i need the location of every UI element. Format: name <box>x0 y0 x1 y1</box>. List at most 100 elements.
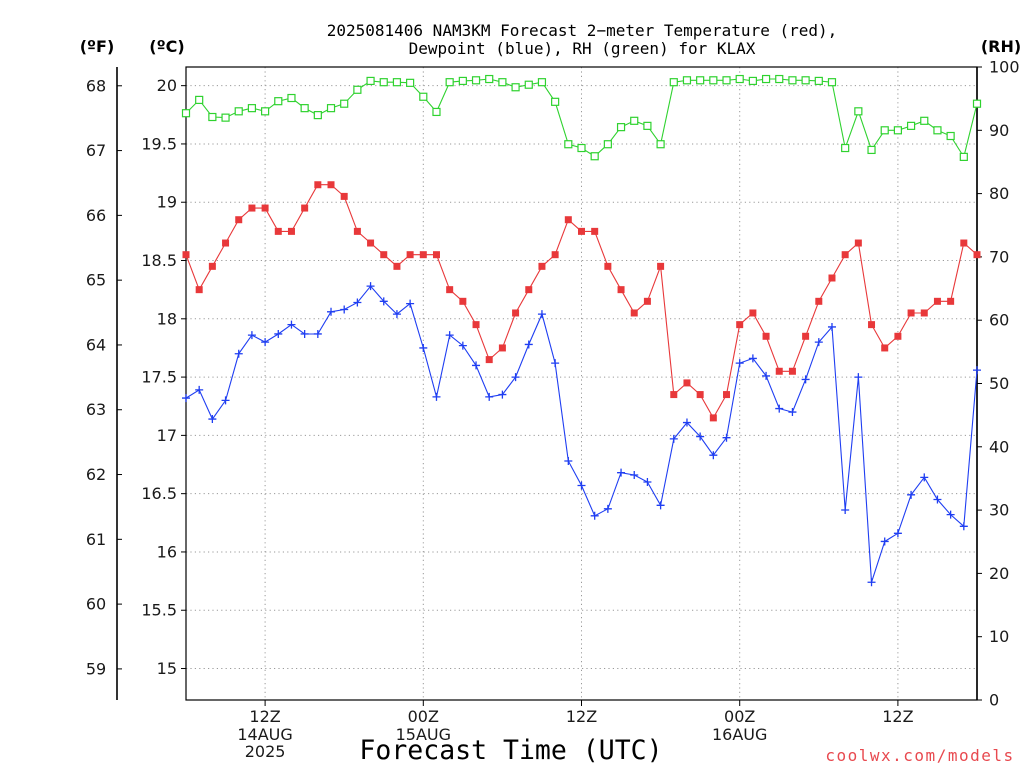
temperature-point <box>274 227 282 235</box>
rh-point <box>788 76 797 85</box>
temperature-point <box>670 391 678 399</box>
dewpoint-point <box>261 338 270 347</box>
plot-series <box>181 74 982 587</box>
dewpoint-point <box>788 408 797 417</box>
rh-point <box>340 99 349 108</box>
rh-point <box>274 97 283 106</box>
rh-point <box>511 83 520 92</box>
rh-axis-tick-label: 70 <box>989 247 1009 266</box>
fahrenheit-axis-tick-label: 66 <box>86 206 106 225</box>
rh-point <box>920 116 929 125</box>
temperature-point <box>894 332 902 340</box>
rh-point <box>471 76 481 85</box>
dewpoint-point <box>392 310 401 319</box>
dewpoint-point <box>630 471 639 480</box>
dewpoint-point <box>234 349 243 358</box>
temperature-point <box>353 227 361 235</box>
rh-point <box>603 140 612 149</box>
temperature-point <box>525 286 533 294</box>
rh-point <box>485 74 494 84</box>
rh-axis-tick-label: 100 <box>989 58 1020 77</box>
dewpoint-point <box>551 359 560 368</box>
temperature-point <box>472 321 480 329</box>
rh-point <box>946 131 955 141</box>
fahrenheit-axis-tick-label: 59 <box>86 659 106 678</box>
fahrenheit-axis-label: (ºF) <box>80 37 115 56</box>
dewpoint-point <box>748 354 757 363</box>
fahrenheit-axis-tick-label: 62 <box>86 465 106 484</box>
rh-point <box>524 80 533 89</box>
dewpoint-point <box>735 359 744 368</box>
temperature-point <box>301 204 309 212</box>
rh-point <box>709 76 718 85</box>
temperature-point <box>828 274 836 282</box>
fahrenheit-axis-tick-label: 64 <box>86 335 106 354</box>
celsius-axis-tick-label: 15.5 <box>141 601 177 620</box>
rh-axis-tick-label: 20 <box>989 564 1009 583</box>
rh-point <box>933 126 942 135</box>
rh-axis-tick-label: 60 <box>989 311 1009 330</box>
dewpoint-point <box>709 451 718 460</box>
temperature-point <box>604 262 612 270</box>
rh-point <box>630 116 639 125</box>
rh-point <box>748 76 757 86</box>
temperature-point <box>841 251 849 259</box>
dewpoint-point <box>208 415 217 424</box>
time-axis-tick-label: 12Z <box>882 707 913 726</box>
dewpoint-point <box>419 343 428 352</box>
dewpoint-point <box>458 341 467 350</box>
fahrenheit-axis-tick-label: 65 <box>86 271 106 290</box>
temperature-point <box>538 262 546 270</box>
rh-point <box>801 76 810 85</box>
celsius-axis-label: (ºC) <box>149 37 184 56</box>
celsius-axis-tick-label: 16.5 <box>141 484 177 503</box>
dewpoint-point <box>524 340 533 349</box>
temperature-point <box>248 204 256 212</box>
rh-point <box>972 99 982 108</box>
fahrenheit-axis: 59 60 61 62 63 64 65 66 67 68 <box>86 76 122 678</box>
time-axis-tick-label: 2025 <box>245 742 286 761</box>
rh-point <box>656 140 665 149</box>
temperature-point <box>947 297 955 305</box>
celsius-axis-tick-label: 17 <box>157 426 177 445</box>
dewpoint-point <box>472 361 481 370</box>
celsius-axis-tick-label: 20 <box>157 76 177 95</box>
rh-point <box>959 152 968 161</box>
rh-point <box>854 107 863 116</box>
temperature-point <box>736 321 744 329</box>
rh-point <box>696 76 705 85</box>
dewpoint-point <box>643 478 652 487</box>
rh-point <box>195 95 204 105</box>
rh-point <box>537 78 547 87</box>
temperature-point <box>683 379 691 387</box>
dewpoint-point <box>353 298 362 307</box>
dewpoint-point <box>195 385 204 394</box>
temperature-point <box>459 297 467 305</box>
dewpoint-point <box>182 394 190 403</box>
temperature-point <box>314 181 322 189</box>
temperature-point <box>591 227 599 235</box>
dewpoint-point <box>841 505 850 514</box>
rh-point <box>300 104 309 113</box>
dewpoint-point <box>274 329 283 338</box>
rh-point <box>735 74 744 84</box>
temperature-point <box>340 192 348 200</box>
rh-point <box>313 111 322 120</box>
rh-point <box>867 145 876 155</box>
temperature-point <box>643 297 651 305</box>
dewpoint-point <box>959 522 968 531</box>
rh-point <box>669 78 678 87</box>
dewpoint-point <box>854 373 863 382</box>
dewpoint-point <box>313 329 322 338</box>
fahrenheit-axis-tick-label: 61 <box>86 530 106 549</box>
dewpoint-point <box>603 504 612 513</box>
time-axis-tick-label: 15AUG <box>396 725 451 744</box>
rh-point <box>590 152 599 161</box>
dewpoint-point <box>432 392 441 401</box>
rh-axis-tick-label: 50 <box>989 374 1009 393</box>
dewpoint-point <box>498 390 507 399</box>
dewpoint-point <box>577 481 586 490</box>
rh-axis-tick-label: 80 <box>989 184 1009 203</box>
temperature-point <box>287 227 295 235</box>
